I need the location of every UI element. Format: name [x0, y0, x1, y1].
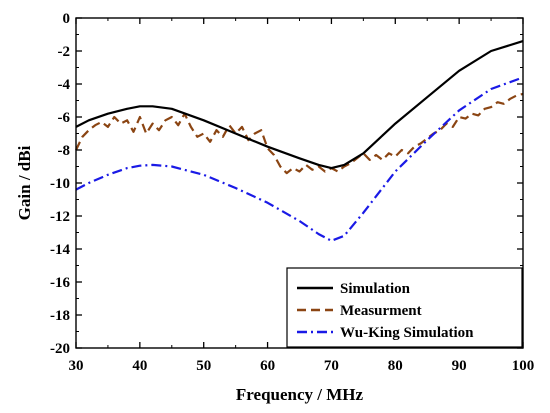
x-tick-label: 90: [452, 358, 467, 374]
x-tick-label: 100: [512, 358, 535, 374]
legend-label: Measurment: [340, 303, 422, 319]
y-tick-label: -16: [50, 275, 70, 291]
series-line-wu-king-simulation: [75, 76, 524, 242]
axis-tick-labels: 30 40 50 60 70 80 90 100 0 -2 -4 -6 -8 -10 -12 -14 -16 -1…: [50, 11, 534, 374]
x-tick-label: 50: [196, 358, 211, 374]
x-axis-title: Frequency / MHz: [236, 385, 364, 404]
x-tick-label: 40: [132, 358, 147, 374]
y-tick-label: -14: [50, 242, 70, 258]
x-tick-label: 30: [69, 358, 84, 374]
x-tick-label: 70: [324, 358, 339, 374]
y-tick-label: -6: [58, 110, 71, 126]
y-tick-label: -18: [50, 308, 70, 324]
y-tick-label: -4: [58, 77, 71, 93]
y-tick-label: -12: [50, 209, 70, 225]
plot-lines: [75, 40, 524, 242]
series-line-simulation: [75, 40, 524, 170]
y-tick-label: 0: [63, 11, 71, 27]
x-tick-label: 80: [388, 358, 403, 374]
y-tick-label: -10: [50, 176, 70, 192]
y-tick-label: -2: [58, 44, 71, 60]
legend-label: Wu-King Simulation: [340, 325, 474, 341]
x-tick-label: 60: [260, 358, 275, 374]
legend: Simulation Measurment Wu-King Simulation: [286, 267, 523, 348]
series-line-measurment: [75, 92, 524, 175]
y-axis-title: Gain / dBi: [15, 145, 34, 220]
y-tick-label: -8: [58, 143, 71, 159]
y-tick-label: -20: [50, 341, 70, 357]
legend-label: Simulation: [340, 281, 411, 297]
legend-box: [286, 267, 523, 348]
